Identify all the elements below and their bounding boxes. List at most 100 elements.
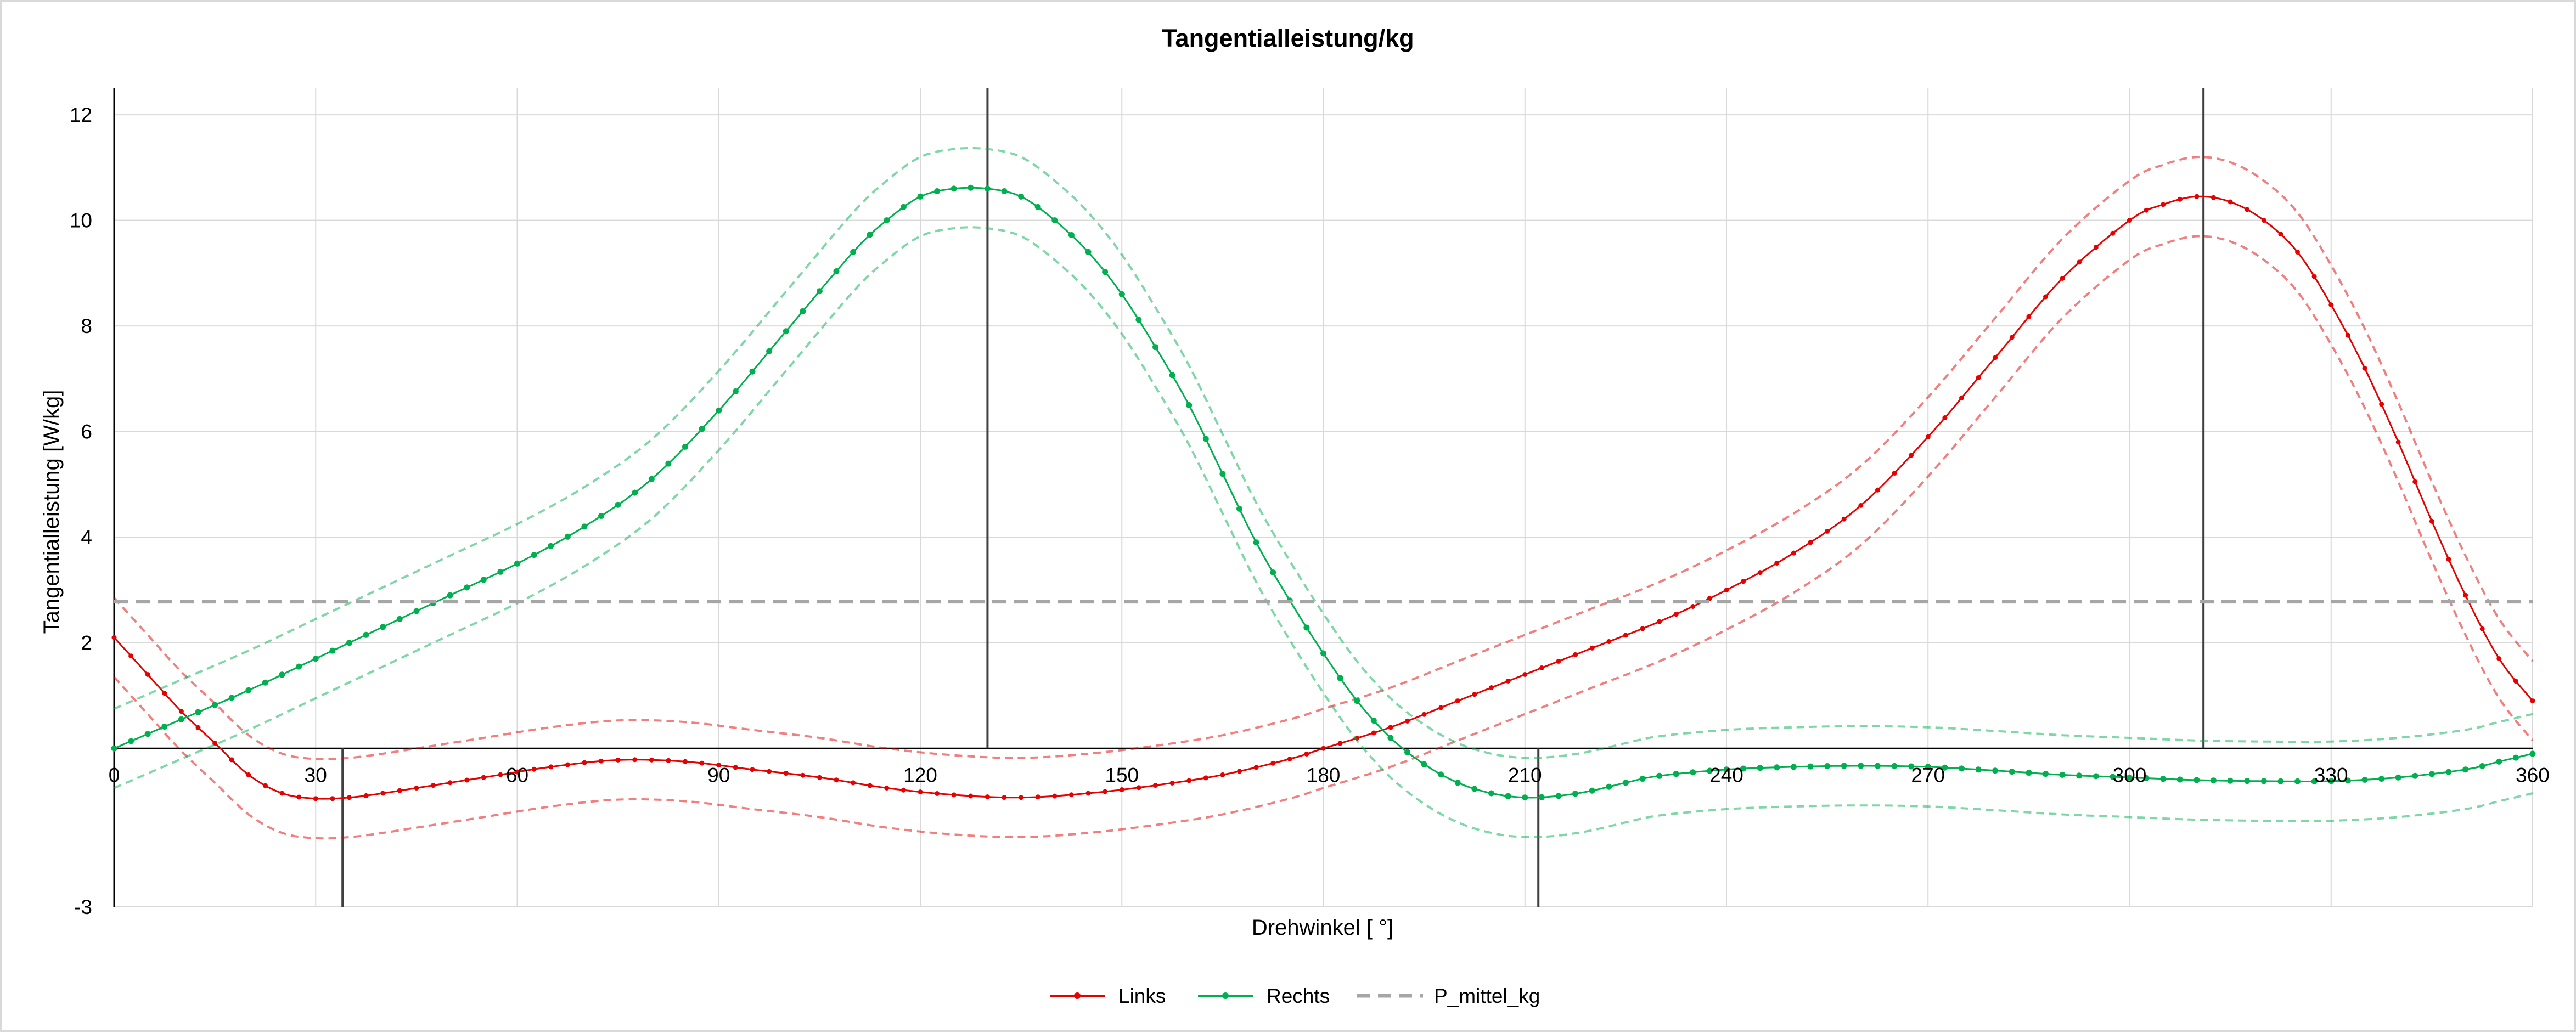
data-point (363, 631, 369, 638)
x-tick-label: 270 (1911, 764, 1945, 786)
data-point (581, 523, 588, 530)
data-point (178, 716, 184, 722)
data-point (1085, 249, 1092, 255)
data-point (2244, 778, 2251, 784)
chart-title: Tangentialleistung/kg (1162, 24, 1414, 52)
data-point (313, 796, 318, 801)
data-point (1908, 763, 1915, 770)
data-point (1807, 763, 1814, 770)
data-point (1858, 503, 1864, 508)
data-point (649, 757, 654, 763)
data-point (582, 760, 587, 765)
data-point (1790, 764, 1797, 770)
data-point (1019, 795, 1024, 800)
data-point (2328, 778, 2335, 784)
data-point (2294, 778, 2301, 784)
data-point (1724, 588, 1729, 592)
data-point (161, 724, 168, 730)
data-point (480, 577, 487, 583)
data-point (935, 791, 940, 796)
data-point (531, 766, 537, 772)
data-point (1404, 749, 1410, 755)
data-point (884, 785, 890, 791)
data-point (1085, 791, 1091, 796)
data-point (431, 783, 436, 788)
data-point (1925, 434, 1931, 439)
data-point (1572, 791, 1579, 797)
legend-item-links: Links (1050, 985, 1166, 1007)
x-tick-label: 330 (2314, 764, 2348, 786)
data-point (1640, 626, 1645, 631)
data-point (1488, 790, 1494, 797)
data-point (1018, 193, 1025, 200)
upper-band-line (114, 147, 2533, 759)
data-point (1270, 760, 1276, 766)
data-point (414, 785, 419, 791)
data-point (2328, 302, 2334, 308)
data-point (733, 765, 738, 770)
data-point (2462, 766, 2469, 773)
data-point (1774, 764, 1780, 771)
data-point (1421, 761, 1427, 767)
y-tick-label: 10 (70, 210, 92, 232)
data-point (2345, 332, 2350, 338)
data-point (363, 793, 369, 798)
data-point (212, 702, 218, 708)
data-point (1152, 344, 1158, 351)
data-point (380, 791, 386, 796)
data-point (1774, 561, 1780, 566)
y-axis-title: Tangentialleistung [W/kg] (40, 390, 64, 634)
data-point (699, 760, 705, 766)
data-point (968, 184, 974, 191)
data-point (1321, 746, 1326, 751)
data-point (2463, 592, 2468, 598)
data-point (2362, 365, 2367, 371)
data-point (1959, 765, 1965, 772)
data-point (682, 443, 688, 450)
data-point (1354, 698, 1360, 704)
data-point (2093, 245, 2099, 250)
data-point (1051, 217, 1058, 224)
data-point (1270, 569, 1276, 575)
data-point (2160, 776, 2167, 782)
data-point (1858, 763, 1864, 769)
data-point (767, 769, 772, 774)
data-point (2361, 776, 2368, 783)
data-point (1825, 528, 1830, 534)
data-point (1925, 764, 1931, 770)
data-point (2295, 249, 2300, 255)
data-point (1741, 579, 1746, 584)
data-point (934, 188, 941, 194)
data-point (2428, 771, 2435, 777)
data-point (2446, 556, 2451, 562)
data-point (1186, 402, 1193, 408)
data-point (2043, 771, 2049, 777)
data-point (985, 794, 990, 800)
data-point (2278, 232, 2283, 237)
data-point (732, 388, 739, 394)
data-point (1959, 395, 1964, 400)
data-point (2395, 439, 2401, 445)
data-point (2529, 750, 2536, 757)
x-tick-label: 360 (2516, 764, 2550, 786)
series (111, 147, 2536, 840)
data-point (1052, 793, 1058, 799)
data-point (396, 616, 403, 622)
data-point (666, 758, 671, 763)
vertical-markers (341, 88, 2205, 907)
data-point (716, 407, 722, 414)
data-point (1723, 766, 1730, 773)
data-point (2077, 259, 2082, 265)
data-point (2009, 769, 2015, 775)
data-point (2193, 777, 2200, 783)
data-point (766, 348, 773, 354)
data-point (1673, 612, 1679, 617)
data-point (111, 745, 117, 752)
data-point (1690, 769, 1696, 776)
data-point (296, 794, 302, 800)
data-point (1472, 692, 1477, 697)
data-point (1169, 780, 1175, 786)
data-point (1001, 188, 1008, 194)
data-point (2127, 774, 2133, 781)
